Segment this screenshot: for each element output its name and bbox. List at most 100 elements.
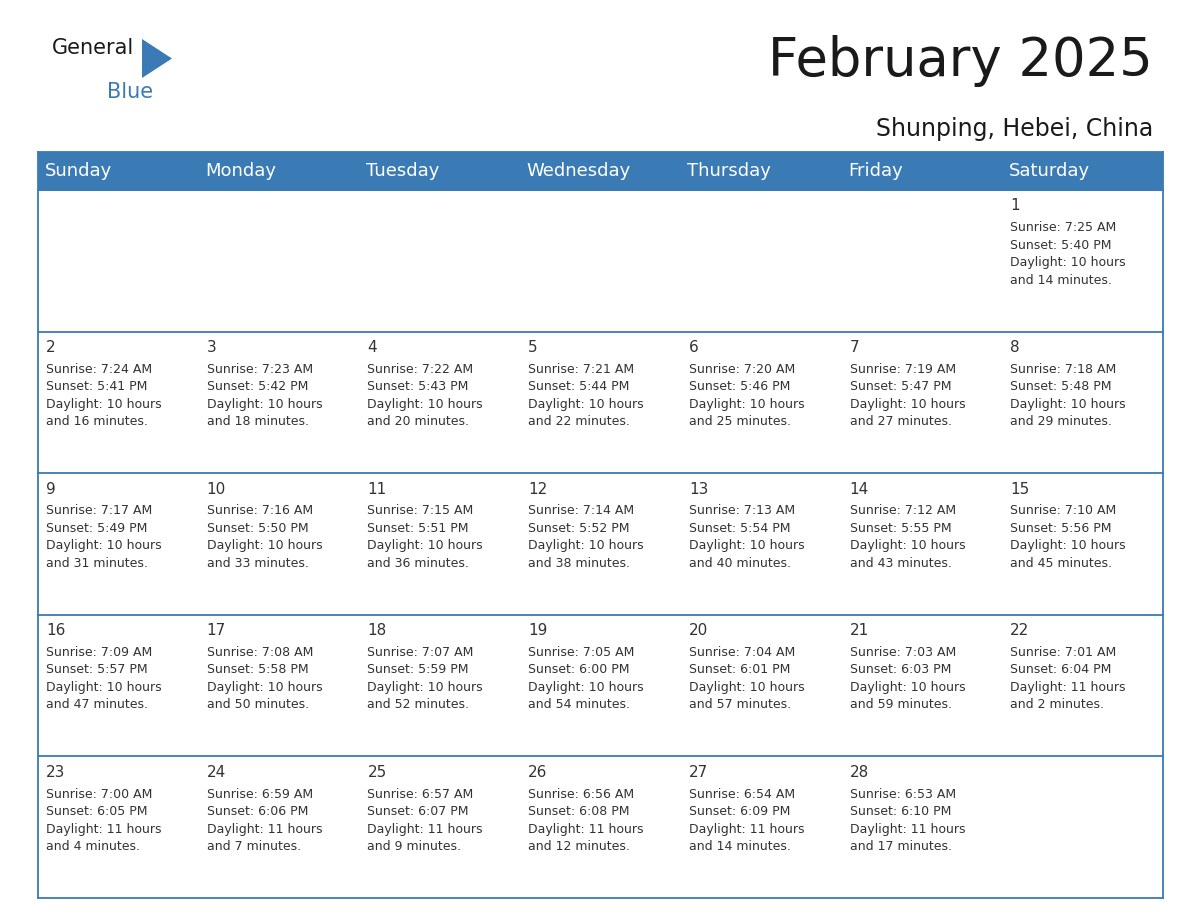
Text: Sunrise: 7:03 AM
Sunset: 6:03 PM
Daylight: 10 hours
and 59 minutes.: Sunrise: 7:03 AM Sunset: 6:03 PM Dayligh… (849, 646, 965, 711)
Bar (198, 756, 360, 898)
Text: 19: 19 (529, 623, 548, 638)
Bar (198, 615, 360, 756)
Bar (841, 331, 1003, 473)
Bar (681, 190, 841, 331)
Bar (360, 190, 520, 331)
Text: Sunrise: 7:20 AM
Sunset: 5:46 PM
Daylight: 10 hours
and 25 minutes.: Sunrise: 7:20 AM Sunset: 5:46 PM Dayligh… (689, 363, 804, 429)
Text: Sunrise: 7:01 AM
Sunset: 6:04 PM
Daylight: 11 hours
and 2 minutes.: Sunrise: 7:01 AM Sunset: 6:04 PM Dayligh… (1010, 646, 1126, 711)
Text: General: General (52, 38, 134, 58)
Bar (360, 331, 520, 473)
Text: Blue: Blue (107, 82, 153, 102)
Bar (38, 331, 198, 473)
Text: Sunrise: 7:16 AM
Sunset: 5:50 PM
Daylight: 10 hours
and 33 minutes.: Sunrise: 7:16 AM Sunset: 5:50 PM Dayligh… (207, 504, 322, 570)
Bar (520, 331, 681, 473)
Text: Sunrise: 7:15 AM
Sunset: 5:51 PM
Daylight: 10 hours
and 36 minutes.: Sunrise: 7:15 AM Sunset: 5:51 PM Dayligh… (367, 504, 484, 570)
Text: February 2025: February 2025 (769, 35, 1154, 87)
Bar (38, 190, 198, 331)
Bar (38, 152, 1163, 190)
Text: Sunrise: 7:10 AM
Sunset: 5:56 PM
Daylight: 10 hours
and 45 minutes.: Sunrise: 7:10 AM Sunset: 5:56 PM Dayligh… (1010, 504, 1126, 570)
Text: Sunrise: 7:23 AM
Sunset: 5:42 PM
Daylight: 10 hours
and 18 minutes.: Sunrise: 7:23 AM Sunset: 5:42 PM Dayligh… (207, 363, 322, 429)
Bar (38, 756, 198, 898)
Text: 2: 2 (46, 340, 56, 355)
Bar (681, 331, 841, 473)
Bar (841, 756, 1003, 898)
Text: 6: 6 (689, 340, 699, 355)
Bar (1003, 756, 1163, 898)
Bar (520, 615, 681, 756)
Text: 27: 27 (689, 765, 708, 780)
Text: 17: 17 (207, 623, 226, 638)
Text: 4: 4 (367, 340, 377, 355)
Bar (520, 190, 681, 331)
Text: 21: 21 (849, 623, 868, 638)
Bar (1003, 331, 1163, 473)
Text: Wednesday: Wednesday (526, 162, 631, 180)
Text: 20: 20 (689, 623, 708, 638)
Text: Sunrise: 7:21 AM
Sunset: 5:44 PM
Daylight: 10 hours
and 22 minutes.: Sunrise: 7:21 AM Sunset: 5:44 PM Dayligh… (529, 363, 644, 429)
Text: 11: 11 (367, 482, 387, 497)
Bar (520, 756, 681, 898)
Bar (360, 615, 520, 756)
Text: 10: 10 (207, 482, 226, 497)
Text: Sunrise: 6:56 AM
Sunset: 6:08 PM
Daylight: 11 hours
and 12 minutes.: Sunrise: 6:56 AM Sunset: 6:08 PM Dayligh… (529, 788, 644, 853)
Text: 25: 25 (367, 765, 387, 780)
Text: Sunrise: 7:18 AM
Sunset: 5:48 PM
Daylight: 10 hours
and 29 minutes.: Sunrise: 7:18 AM Sunset: 5:48 PM Dayligh… (1010, 363, 1126, 429)
Text: 12: 12 (529, 482, 548, 497)
Text: Sunrise: 6:59 AM
Sunset: 6:06 PM
Daylight: 11 hours
and 7 minutes.: Sunrise: 6:59 AM Sunset: 6:06 PM Dayligh… (207, 788, 322, 853)
Text: Saturday: Saturday (1009, 162, 1089, 180)
Bar (198, 331, 360, 473)
Bar (681, 473, 841, 615)
Text: 9: 9 (46, 482, 56, 497)
Text: Sunday: Sunday (44, 162, 112, 180)
Bar (38, 615, 198, 756)
Text: 13: 13 (689, 482, 708, 497)
Bar (1003, 473, 1163, 615)
Text: Sunrise: 7:12 AM
Sunset: 5:55 PM
Daylight: 10 hours
and 43 minutes.: Sunrise: 7:12 AM Sunset: 5:55 PM Dayligh… (849, 504, 965, 570)
Text: Sunrise: 7:17 AM
Sunset: 5:49 PM
Daylight: 10 hours
and 31 minutes.: Sunrise: 7:17 AM Sunset: 5:49 PM Dayligh… (46, 504, 162, 570)
Text: Thursday: Thursday (688, 162, 771, 180)
Text: 1: 1 (1010, 198, 1020, 214)
Text: Sunrise: 7:19 AM
Sunset: 5:47 PM
Daylight: 10 hours
and 27 minutes.: Sunrise: 7:19 AM Sunset: 5:47 PM Dayligh… (849, 363, 965, 429)
Bar (198, 190, 360, 331)
Text: Sunrise: 7:25 AM
Sunset: 5:40 PM
Daylight: 10 hours
and 14 minutes.: Sunrise: 7:25 AM Sunset: 5:40 PM Dayligh… (1010, 221, 1126, 286)
Text: Sunrise: 6:54 AM
Sunset: 6:09 PM
Daylight: 11 hours
and 14 minutes.: Sunrise: 6:54 AM Sunset: 6:09 PM Dayligh… (689, 788, 804, 853)
Text: Sunrise: 7:05 AM
Sunset: 6:00 PM
Daylight: 10 hours
and 54 minutes.: Sunrise: 7:05 AM Sunset: 6:00 PM Dayligh… (529, 646, 644, 711)
Bar (841, 615, 1003, 756)
Text: Sunrise: 6:57 AM
Sunset: 6:07 PM
Daylight: 11 hours
and 9 minutes.: Sunrise: 6:57 AM Sunset: 6:07 PM Dayligh… (367, 788, 484, 853)
Text: Friday: Friday (848, 162, 903, 180)
Text: 3: 3 (207, 340, 216, 355)
Text: 7: 7 (849, 340, 859, 355)
Text: Sunrise: 7:09 AM
Sunset: 5:57 PM
Daylight: 10 hours
and 47 minutes.: Sunrise: 7:09 AM Sunset: 5:57 PM Dayligh… (46, 646, 162, 711)
Bar (681, 615, 841, 756)
Text: 5: 5 (529, 340, 538, 355)
Text: 24: 24 (207, 765, 226, 780)
Bar (520, 473, 681, 615)
Text: Sunrise: 7:13 AM
Sunset: 5:54 PM
Daylight: 10 hours
and 40 minutes.: Sunrise: 7:13 AM Sunset: 5:54 PM Dayligh… (689, 504, 804, 570)
Text: 16: 16 (46, 623, 65, 638)
Text: Sunrise: 7:00 AM
Sunset: 6:05 PM
Daylight: 11 hours
and 4 minutes.: Sunrise: 7:00 AM Sunset: 6:05 PM Dayligh… (46, 788, 162, 853)
Text: Sunrise: 6:53 AM
Sunset: 6:10 PM
Daylight: 11 hours
and 17 minutes.: Sunrise: 6:53 AM Sunset: 6:10 PM Dayligh… (849, 788, 965, 853)
Text: 28: 28 (849, 765, 868, 780)
Text: Sunrise: 7:22 AM
Sunset: 5:43 PM
Daylight: 10 hours
and 20 minutes.: Sunrise: 7:22 AM Sunset: 5:43 PM Dayligh… (367, 363, 484, 429)
Text: Monday: Monday (206, 162, 276, 180)
Text: 14: 14 (849, 482, 868, 497)
Bar (38, 473, 198, 615)
Text: Sunrise: 7:07 AM
Sunset: 5:59 PM
Daylight: 10 hours
and 52 minutes.: Sunrise: 7:07 AM Sunset: 5:59 PM Dayligh… (367, 646, 484, 711)
Text: Tuesday: Tuesday (366, 162, 440, 180)
Text: Sunrise: 7:08 AM
Sunset: 5:58 PM
Daylight: 10 hours
and 50 minutes.: Sunrise: 7:08 AM Sunset: 5:58 PM Dayligh… (207, 646, 322, 711)
Bar (1003, 190, 1163, 331)
Bar (360, 473, 520, 615)
Polygon shape (143, 39, 172, 78)
Text: 23: 23 (46, 765, 65, 780)
Text: 15: 15 (1010, 482, 1030, 497)
Bar (198, 473, 360, 615)
Text: 18: 18 (367, 623, 387, 638)
Text: Sunrise: 7:04 AM
Sunset: 6:01 PM
Daylight: 10 hours
and 57 minutes.: Sunrise: 7:04 AM Sunset: 6:01 PM Dayligh… (689, 646, 804, 711)
Bar (360, 756, 520, 898)
Text: 22: 22 (1010, 623, 1030, 638)
Text: Sunrise: 7:14 AM
Sunset: 5:52 PM
Daylight: 10 hours
and 38 minutes.: Sunrise: 7:14 AM Sunset: 5:52 PM Dayligh… (529, 504, 644, 570)
Bar (681, 756, 841, 898)
Text: 26: 26 (529, 765, 548, 780)
Text: 8: 8 (1010, 340, 1020, 355)
Bar (841, 473, 1003, 615)
